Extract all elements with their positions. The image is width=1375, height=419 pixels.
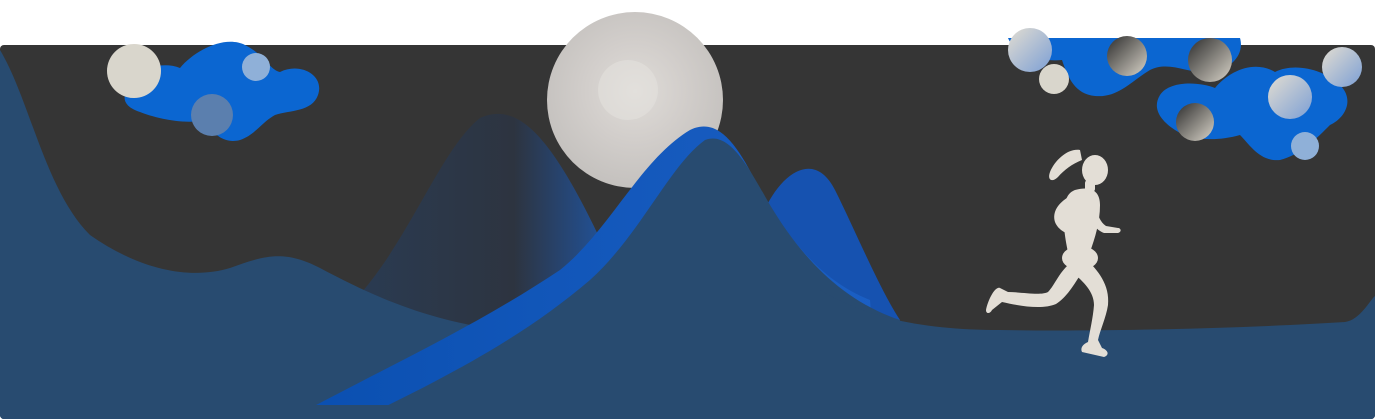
runner-ponytail [1049, 149, 1082, 181]
orb-muted-blue [191, 94, 233, 136]
orb-gradient-4 [1176, 103, 1214, 141]
orb-gradient-6 [1322, 47, 1362, 87]
orb-gradient-5 [1268, 75, 1312, 119]
orb-gradient-1 [1008, 28, 1052, 72]
orb-pale-blue [1291, 132, 1319, 160]
runner-torso [1063, 188, 1100, 252]
runner-silhouette [986, 149, 1121, 357]
orb-gradient-2 [1107, 36, 1147, 76]
runner-front-arm [1088, 205, 1121, 233]
blob-shape [124, 41, 320, 141]
runner-front-leg [1072, 258, 1109, 357]
orb-light [1039, 64, 1069, 94]
ground-base [0, 405, 1375, 419]
runner-back-leg [986, 262, 1082, 313]
orb-pale-blue [242, 53, 270, 81]
decorative-cloud-left [107, 41, 320, 141]
left-hill [0, 50, 520, 419]
moon-highlight [598, 60, 658, 120]
mountain-shading [360, 138, 900, 419]
orb-gradient-3 [1188, 38, 1232, 82]
runner-back-arm [1054, 196, 1082, 236]
decorative-cloud-right [1008, 28, 1362, 161]
runner-head [1082, 155, 1108, 185]
orb-light [107, 44, 161, 98]
